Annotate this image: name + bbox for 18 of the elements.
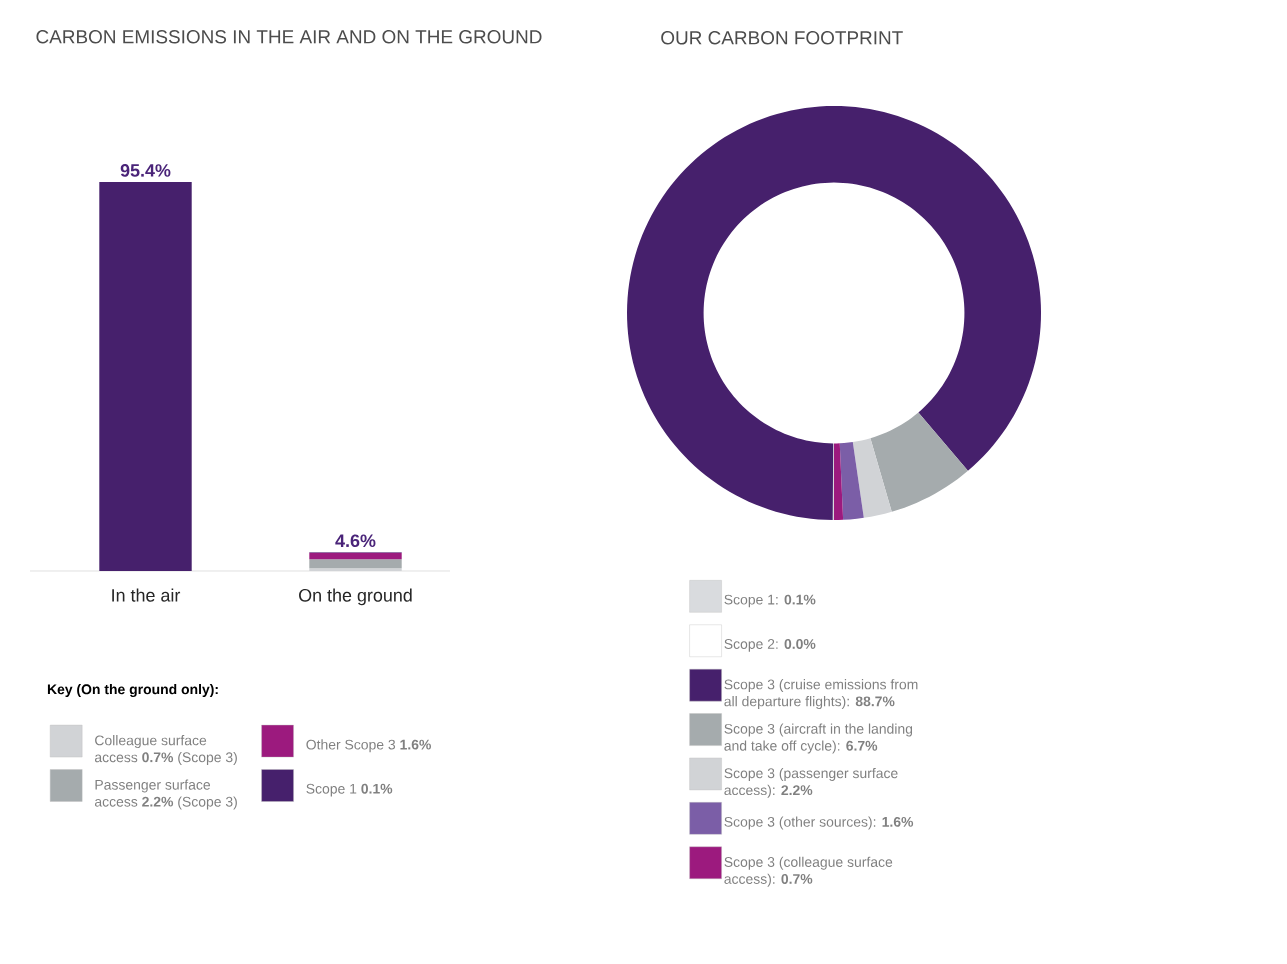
legend-label: Scope 3 (colleague surface access): 0.7% xyxy=(724,856,893,887)
legend-title: Key (On the ground only): xyxy=(47,684,218,698)
chart-title: OUR CARBON FOOTPRINT xyxy=(661,31,903,45)
legend-label: Colleague surface access 0.7% (Scope 3) xyxy=(94,735,237,766)
legend-label: Scope 3 (aircraft in the landing and take off cycle): 6.7% xyxy=(724,723,913,754)
x-tick-label: On the ground xyxy=(299,588,412,606)
legend-label: Passenger surface access 2.2% (Scope 3) xyxy=(94,779,237,810)
legend-label: Scope 1: 0.1% xyxy=(724,594,816,608)
legend-label: Other Scope 3 1.6% xyxy=(306,739,431,753)
legend-label: Scope 2: 0.0% xyxy=(724,639,816,652)
legend-label: Scope 3 (cruise emissions from all departure flights): 88.7% xyxy=(724,679,918,710)
legend-label: Scope 3 (other sources): 1.6% xyxy=(724,816,914,830)
annotation: 95.4% xyxy=(120,164,171,177)
annotation: 4.6% xyxy=(335,534,376,548)
legend-label: Scope 3 (passenger surface access): 2.2% xyxy=(724,767,898,798)
legend-label: Scope 1 0.1% xyxy=(306,783,393,797)
chart-title: CARBON EMISSIONS IN THE AIR AND ON THE GROUND xyxy=(36,30,542,44)
x-tick-label: In the air xyxy=(112,588,181,602)
